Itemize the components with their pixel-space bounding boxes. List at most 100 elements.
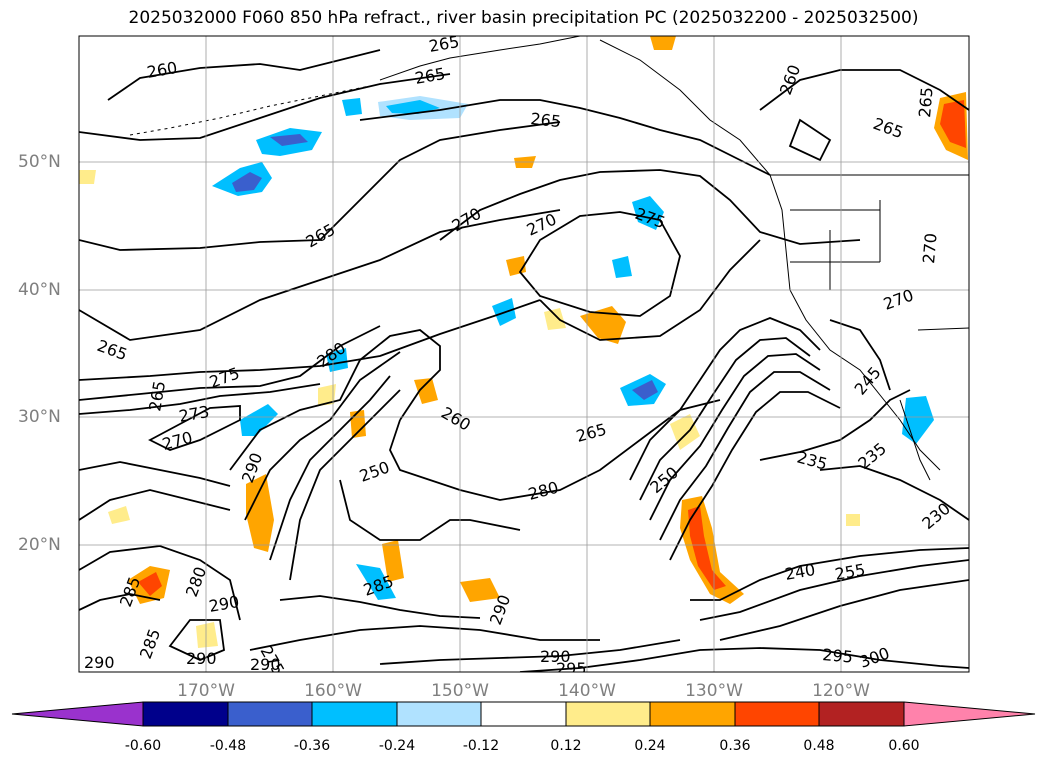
contour-label: 290 bbox=[186, 649, 217, 668]
north-america-coast bbox=[769, 174, 941, 471]
precip-patch-orange bbox=[108, 506, 130, 524]
contour-line bbox=[168, 619, 225, 661]
precip-patch-orange bbox=[460, 578, 500, 602]
precip-patch-blue bbox=[270, 134, 308, 146]
colorbar-tick-label: -0.24 bbox=[378, 738, 416, 754]
precip-patch-blue bbox=[386, 100, 440, 114]
colorbar-tick-label: -0.12 bbox=[462, 738, 500, 754]
contour-label: 270 bbox=[524, 209, 560, 239]
precip-patch-blue bbox=[232, 172, 262, 192]
contour-line bbox=[788, 118, 832, 162]
contour-label: 290 bbox=[540, 647, 571, 666]
contour-line bbox=[244, 351, 401, 521]
lon-label: 120°W bbox=[812, 681, 870, 701]
lon-label: 140°W bbox=[558, 681, 616, 701]
contour-line bbox=[79, 121, 561, 251]
state-borders bbox=[790, 200, 881, 290]
contour-line bbox=[518, 211, 681, 317]
contour-label: 235 bbox=[854, 439, 890, 473]
contour-line bbox=[79, 545, 241, 621]
contour-line bbox=[829, 319, 891, 391]
precip-patch-orange bbox=[846, 514, 860, 526]
colorbar-tick-label: 0.36 bbox=[719, 738, 751, 754]
lat-label: 20°N bbox=[18, 535, 61, 555]
alaska-coast bbox=[379, 36, 581, 81]
contour-label: 280 bbox=[526, 478, 560, 504]
contour-line bbox=[439, 169, 861, 245]
precip-patch-red bbox=[940, 100, 966, 148]
contour-label: 265 bbox=[871, 114, 906, 142]
coastlines bbox=[129, 36, 969, 481]
contour-line bbox=[519, 647, 969, 672]
contour-label: 290 bbox=[250, 655, 281, 674]
precip-patch-orange bbox=[414, 378, 438, 404]
contour-label: 290 bbox=[207, 592, 240, 616]
colorbar-segment bbox=[396, 701, 482, 727]
contour-line bbox=[79, 209, 561, 341]
contour-label: 295 bbox=[822, 645, 854, 667]
colorbar bbox=[11, 701, 1036, 727]
colorbar-tick-label: 0.48 bbox=[803, 738, 835, 754]
contour-label: 275 bbox=[633, 204, 668, 232]
contour-label-group: 260 265 265 265 265 260 265 265 270 270 … bbox=[84, 36, 954, 674]
contour-line bbox=[79, 383, 321, 415]
contour-label: 285 bbox=[116, 574, 144, 609]
lat-label: 30°N bbox=[18, 407, 61, 427]
precip-patch-orange bbox=[544, 308, 566, 330]
precip-patch-orange bbox=[650, 36, 676, 50]
contour-line bbox=[649, 353, 821, 521]
precip-patch-orange bbox=[79, 170, 96, 184]
colorbar-segment bbox=[734, 701, 820, 727]
precip-patch-red bbox=[688, 506, 726, 590]
contour-line bbox=[669, 391, 841, 561]
precip-patch-orange bbox=[318, 384, 336, 406]
contour-label: 240 bbox=[783, 560, 816, 584]
contour-line bbox=[539, 239, 761, 341]
contour-line bbox=[819, 465, 969, 521]
contour-line bbox=[107, 49, 381, 101]
contour-line bbox=[79, 73, 451, 141]
contour-label: 255 bbox=[833, 560, 866, 584]
lat-label: 40°N bbox=[18, 280, 61, 300]
lon-label: 130°W bbox=[685, 681, 743, 701]
lon-label: 170°W bbox=[177, 681, 235, 701]
precip-patch-orange bbox=[670, 414, 700, 450]
precip-patch-orange bbox=[196, 622, 218, 648]
colorbar-segment bbox=[480, 701, 567, 727]
contour-line bbox=[289, 389, 401, 581]
colorbar-segment bbox=[227, 701, 313, 727]
contour-label: 285 bbox=[136, 626, 164, 661]
contour-label: 265 bbox=[574, 420, 608, 446]
precip-patch-orange bbox=[382, 540, 404, 582]
lon-label: 150°W bbox=[431, 681, 489, 701]
colorbar-segment bbox=[142, 701, 229, 727]
contour-label: 265 bbox=[530, 109, 562, 131]
precip-patch-orange bbox=[246, 474, 274, 552]
precip-patch-blue bbox=[902, 396, 934, 444]
colorbar-tick-label: 0.60 bbox=[888, 738, 920, 754]
contour-line bbox=[359, 99, 771, 176]
contour-line bbox=[759, 389, 911, 461]
precip-patch-blue bbox=[612, 256, 632, 278]
colorbar-tick-label: 0.12 bbox=[550, 738, 582, 754]
colorbar-segment bbox=[565, 701, 651, 727]
contour-label: 265 bbox=[915, 86, 937, 118]
contour-line bbox=[279, 595, 481, 619]
map-frame bbox=[78, 35, 970, 673]
contour-label: 260 bbox=[776, 62, 804, 97]
contour-label: 270 bbox=[919, 232, 941, 264]
contour-line bbox=[79, 593, 161, 611]
contour-line bbox=[719, 579, 969, 641]
precip-patch-blue bbox=[342, 98, 362, 116]
contour-line bbox=[690, 547, 969, 601]
contour-line bbox=[79, 299, 541, 381]
contour-label: 250 bbox=[357, 457, 392, 485]
precip-patch-blue bbox=[632, 380, 658, 400]
precip-patch-orange bbox=[580, 306, 626, 344]
colorbar-segment bbox=[311, 701, 398, 727]
contour-line bbox=[629, 317, 821, 481]
precip-patch-red bbox=[138, 572, 162, 596]
contour-label: 260 bbox=[145, 58, 178, 82]
contour-line bbox=[269, 375, 391, 561]
